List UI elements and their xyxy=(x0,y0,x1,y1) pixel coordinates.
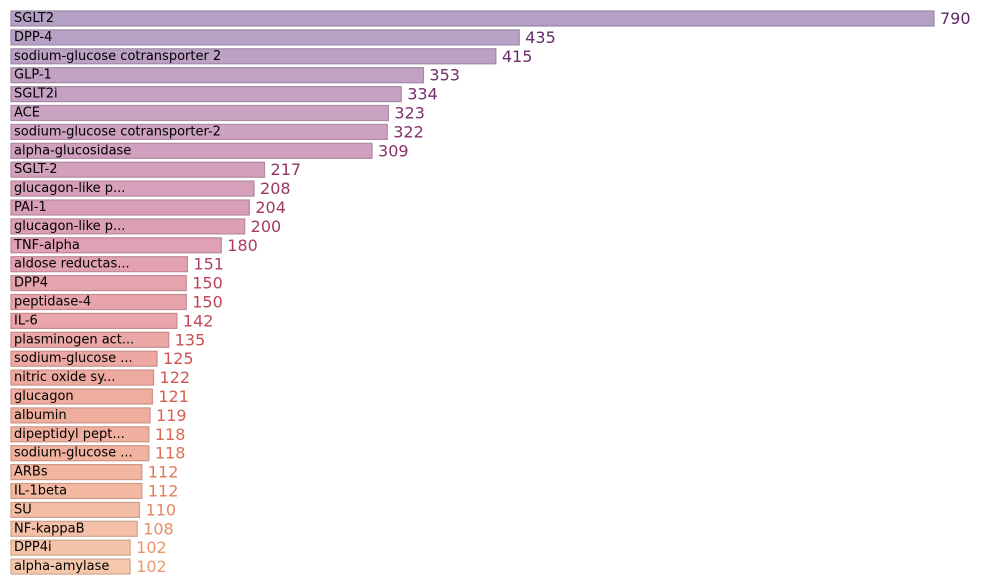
bar-category-label: dipeptidyl pept... xyxy=(14,427,125,442)
bar-category-label: SGLT-2 xyxy=(14,162,58,177)
bar-value-label: 142 xyxy=(183,311,214,330)
bar-value-label: 118 xyxy=(155,425,186,444)
bar-value-label: 110 xyxy=(146,500,177,519)
bar xyxy=(10,237,222,254)
bar-value-label: 112 xyxy=(148,482,179,501)
bar xyxy=(10,331,170,348)
bar xyxy=(10,123,388,141)
bar xyxy=(10,104,389,122)
bar-value-label: 334 xyxy=(407,85,438,104)
bar xyxy=(10,501,141,518)
bar xyxy=(10,10,935,27)
bar-value-label: 150 xyxy=(192,274,223,293)
bar-value-label: 309 xyxy=(378,141,409,160)
bar-category-label: sodium-glucose cotransporter-2 xyxy=(14,124,221,139)
bar-value-label: 112 xyxy=(148,463,179,482)
bar xyxy=(10,29,520,46)
bar-category-label: ARBs xyxy=(14,465,48,480)
bar-category-label: PAI-1 xyxy=(14,200,47,215)
bar-value-label: 180 xyxy=(227,236,258,255)
bar-value-label: 200 xyxy=(251,217,282,236)
bar xyxy=(10,67,425,84)
bar xyxy=(10,199,250,216)
bar-category-label: IL-1beta xyxy=(14,484,67,499)
bar-category-label: aldose reductas... xyxy=(14,257,130,272)
bar-category-label: alpha-amylase xyxy=(14,559,109,574)
bar xyxy=(10,293,187,311)
bar-category-label: DPP-4 xyxy=(14,30,52,45)
bar-category-label: sodium-glucose ... xyxy=(14,351,133,366)
bar-value-label: 121 xyxy=(158,387,189,406)
bar xyxy=(10,218,246,235)
bar xyxy=(10,388,153,405)
bar-value-label: 118 xyxy=(155,444,186,463)
bar-category-label: plasminogen act... xyxy=(14,332,134,347)
bar xyxy=(10,558,131,575)
bar-value-label: 122 xyxy=(160,368,191,387)
bar-category-label: ACE xyxy=(14,106,40,121)
bar-value-label: 108 xyxy=(143,519,174,538)
bar-value-label: 415 xyxy=(502,47,533,66)
bar-value-label: 790 xyxy=(940,9,971,28)
bar xyxy=(10,256,189,273)
bar-category-label: alpha-glucosidase xyxy=(14,143,131,158)
bar xyxy=(10,161,266,178)
bar-value-label: 102 xyxy=(136,557,167,576)
bar-category-label: SGLT2 xyxy=(14,11,54,26)
bar xyxy=(10,464,143,481)
bar xyxy=(10,539,131,556)
bar-category-label: DPP4 xyxy=(14,276,48,291)
bar-value-label: 204 xyxy=(255,198,286,217)
bar-category-label: albumin xyxy=(14,408,67,423)
bar-category-label: peptidase-4 xyxy=(14,295,91,310)
bar-category-label: DPP4i xyxy=(14,540,52,555)
bar-category-label: NF-kappaB xyxy=(14,521,85,536)
bar-value-label: 217 xyxy=(271,160,302,179)
bar-value-label: 102 xyxy=(136,538,167,557)
bar-category-label: nitric oxide sy... xyxy=(14,370,115,385)
bars-group: SGLT2 790 DPP-4 435 sodium-glucose cotranspo… xyxy=(10,9,971,576)
bar-value-label: 208 xyxy=(260,179,291,198)
bar xyxy=(10,482,143,500)
bar xyxy=(10,426,150,443)
bar-value-label: 151 xyxy=(193,255,224,274)
bar-value-label: 323 xyxy=(394,104,425,123)
bar-category-label: GLP-1 xyxy=(14,68,52,83)
bar-category-label: sodium-glucose ... xyxy=(14,446,133,461)
bar-category-label: glucagon-like p... xyxy=(14,181,125,196)
bar-value-label: 125 xyxy=(163,349,194,368)
bar xyxy=(10,520,138,537)
bar-value-label: 322 xyxy=(393,122,424,141)
bar-value-label: 119 xyxy=(156,406,187,425)
bar-value-label: 435 xyxy=(525,28,556,47)
bar-category-label: glucagon xyxy=(14,389,74,404)
bar-value-label: 353 xyxy=(429,66,460,85)
bar-category-label: SGLT2i xyxy=(14,87,58,102)
bar xyxy=(10,407,151,424)
bar-category-label: TNF-alpha xyxy=(13,238,80,253)
bar xyxy=(10,275,187,292)
bar-category-label: glucagon-like p... xyxy=(14,219,125,234)
bar xyxy=(10,350,158,367)
bar xyxy=(10,312,178,329)
bar xyxy=(10,369,155,386)
bar-category-label: IL-6 xyxy=(14,313,38,328)
bar-value-label: 150 xyxy=(192,293,223,312)
bar xyxy=(10,142,373,159)
bar-value-label: 135 xyxy=(175,330,206,349)
bar xyxy=(10,48,497,65)
bar xyxy=(10,85,402,103)
bar-category-label: SU xyxy=(14,502,32,517)
bar-category-label: sodium-glucose cotransporter 2 xyxy=(14,49,221,64)
bar xyxy=(10,445,150,462)
bar xyxy=(10,180,255,197)
